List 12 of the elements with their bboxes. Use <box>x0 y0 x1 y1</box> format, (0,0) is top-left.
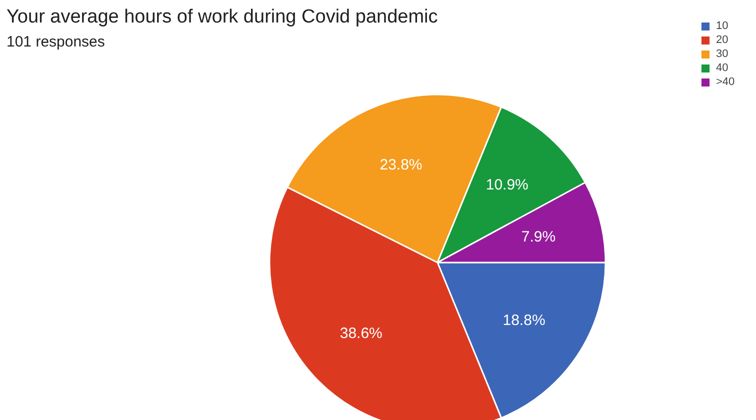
chart-title: Your average hours of work during Covid pandemic <box>6 6 438 28</box>
legend-label: 20 <box>716 34 730 46</box>
data-label: 18.8% <box>502 312 546 330</box>
data-label: 23.8% <box>380 156 422 174</box>
text: 101 responses <box>6 34 105 50</box>
data-label: 38.6% <box>340 324 382 342</box>
legend-label: 10 <box>716 20 730 32</box>
data-label: 10.9% <box>486 176 528 194</box>
legend-label: >40 <box>716 76 736 88</box>
legend-label: 40 <box>716 62 730 74</box>
data-label: 7.9% <box>521 228 556 246</box>
legend-label: 30 <box>716 48 730 60</box>
